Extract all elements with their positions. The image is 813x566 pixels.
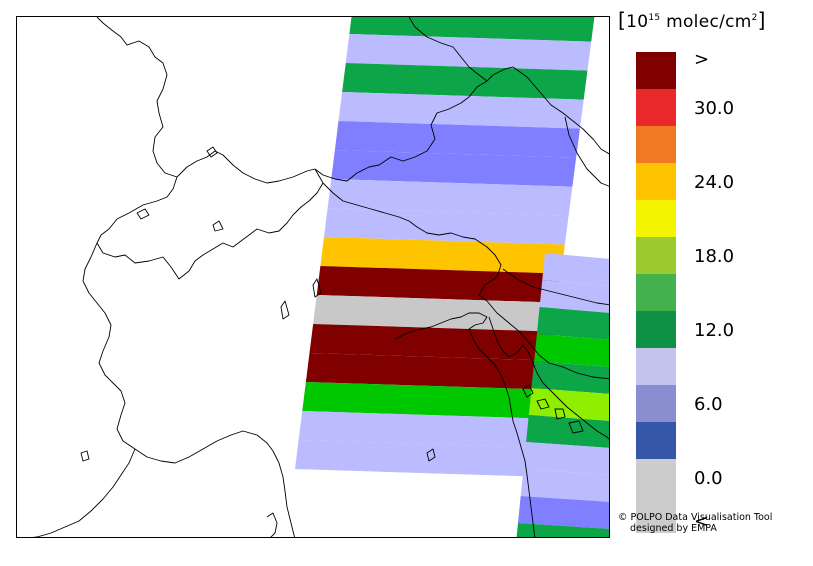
border-line <box>322 182 502 302</box>
map-panel <box>16 16 610 538</box>
map-canvas <box>32 17 609 537</box>
lake-outline <box>80 450 90 462</box>
swath-row <box>324 208 569 245</box>
swath-row-east <box>531 361 609 394</box>
colorbar-tick-label: 30.0 <box>694 98 735 119</box>
swath-row <box>342 63 588 100</box>
island-outline <box>522 384 534 398</box>
swath-row <box>302 382 546 419</box>
colorbar-legend: [1015 molec/cm2] >30.0 24.0 18.0 12.0 6.0 0.0… <box>612 0 813 566</box>
swath-row-east <box>534 334 609 367</box>
lake-outline <box>426 448 436 462</box>
lake-outline <box>212 220 224 232</box>
unit-exponent: 15 <box>648 13 661 23</box>
island-outline <box>536 398 550 410</box>
island-outline <box>266 512 278 537</box>
colorbar-tick-label: 18.0 <box>694 246 735 267</box>
lake-outline <box>280 300 290 320</box>
colorbar-swatch <box>636 385 676 422</box>
swath-row-east <box>518 496 609 529</box>
coast-line <box>272 450 295 537</box>
island-outline <box>554 408 566 420</box>
border-line <box>96 168 324 280</box>
unit-prefix: 10 <box>626 12 649 32</box>
border-line <box>564 116 609 187</box>
colorbar-tick-label: 24.0 <box>694 172 735 193</box>
colorbar-swatch <box>636 422 676 459</box>
colorbar-tick-label: > <box>694 49 710 70</box>
border-line <box>96 17 316 184</box>
bracket-close: ] <box>757 8 766 32</box>
swath-row <box>338 92 584 129</box>
coast-line <box>394 312 536 537</box>
border-line <box>512 66 609 155</box>
swath-row <box>295 440 539 477</box>
swath-row-east <box>536 307 609 340</box>
colorbar-tick-label: 12.0 <box>694 320 735 341</box>
border-line <box>408 17 488 82</box>
lake-outline <box>312 278 322 298</box>
credit-line-1: © POLPO Data Visualisation Tool <box>618 512 773 523</box>
colorbar-swatch <box>636 200 676 237</box>
colorbar-swatch <box>636 237 676 274</box>
satellite-swath-east <box>516 253 609 537</box>
colorbar-tick-label: 6.0 <box>694 394 723 415</box>
unit-body: molec/cm <box>660 12 752 32</box>
colorbar-tick-label: 0.0 <box>694 468 723 489</box>
colorbar-tick-label: < <box>694 511 710 532</box>
border-line <box>82 242 274 464</box>
colorbar-swatch <box>636 163 676 200</box>
unit-suffix: 2 <box>751 13 758 23</box>
border-line <box>502 268 609 306</box>
satellite-swath <box>295 17 595 477</box>
coast-line <box>32 448 136 537</box>
swath-row-east <box>539 280 609 313</box>
colorbar-swatch <box>636 459 676 496</box>
border-line <box>314 66 514 182</box>
swath-row <box>316 266 562 303</box>
swath-row-east <box>542 253 609 286</box>
swath-row <box>309 324 554 361</box>
swath-row <box>349 17 595 42</box>
colorbar-swatch <box>636 496 676 533</box>
swath-row <box>331 150 577 187</box>
unit-label: [1015 molec/cm2] <box>618 8 766 32</box>
colorbar-swatch <box>636 89 676 126</box>
swath-row <box>334 121 580 158</box>
colorbar-swatch <box>636 348 676 385</box>
swath-row <box>298 411 543 448</box>
swath-row <box>320 237 565 274</box>
swath-row-east <box>526 415 609 448</box>
swath-row <box>305 353 550 390</box>
colorbar-swatch <box>636 52 676 89</box>
swath-row <box>327 179 573 216</box>
coast-line <box>488 316 609 440</box>
swath-row <box>345 34 592 71</box>
bracket-open: [ <box>618 8 627 32</box>
swath-row-east <box>516 523 609 537</box>
swath-row-east <box>523 442 609 475</box>
credit-line-2: designed by EMPA <box>630 523 717 534</box>
colorbar-swatch <box>636 126 676 163</box>
country-borders <box>32 17 609 537</box>
border-line <box>486 300 609 380</box>
colorbar <box>636 52 676 533</box>
island-outline <box>568 420 584 434</box>
lake-outline <box>136 208 150 220</box>
swath-row <box>313 295 558 332</box>
colorbar-swatch <box>636 274 676 311</box>
lake-outline <box>206 146 218 158</box>
swath-row-east <box>520 469 609 502</box>
swath-row-east <box>528 388 609 421</box>
colorbar-swatch <box>636 311 676 348</box>
credit-text: © POLPO Data Visualisation Tool designed… <box>618 512 772 534</box>
